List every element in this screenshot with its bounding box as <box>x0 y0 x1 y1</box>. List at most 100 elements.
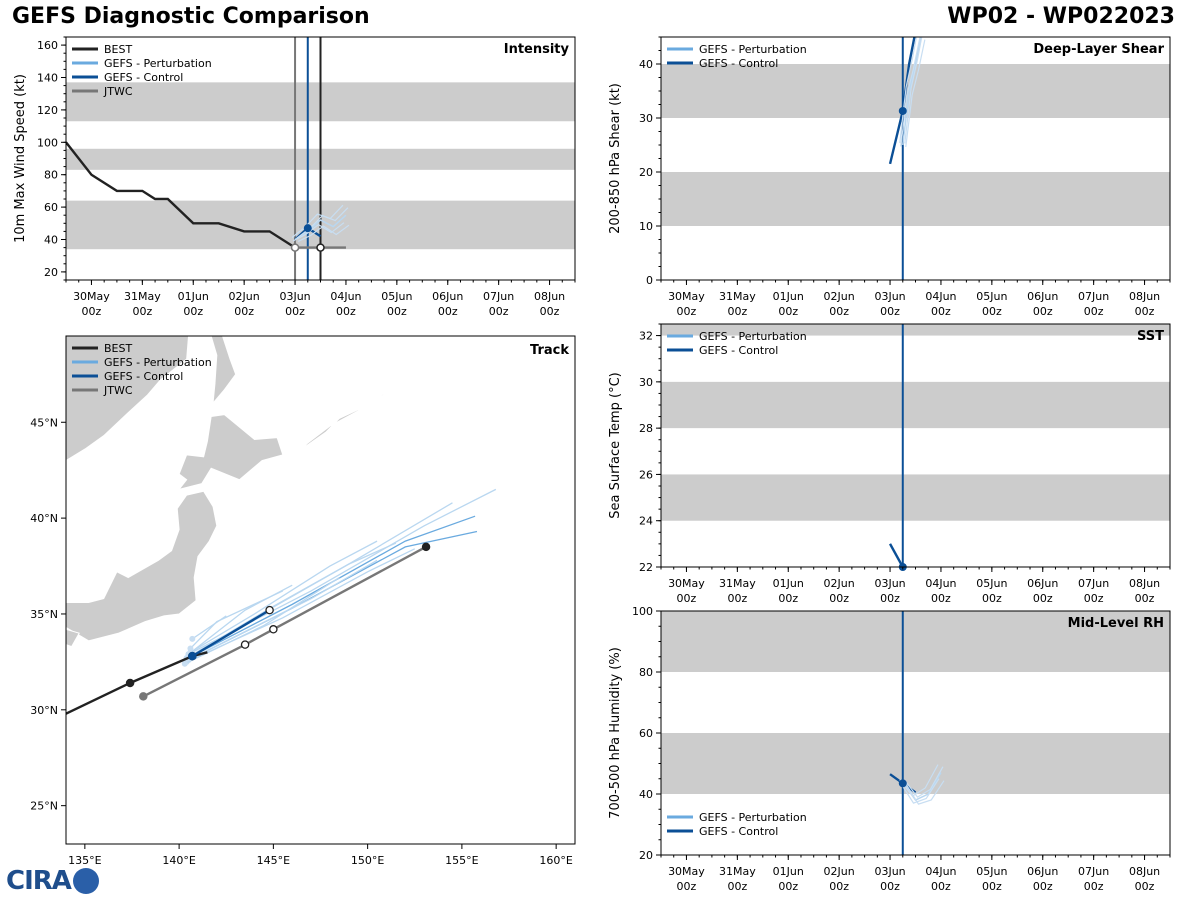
shear-xtick-label: 30May <box>668 290 705 303</box>
track-legend-perturbation: GEFS - Perturbation <box>104 356 212 369</box>
rh-xtick-label: 02Jun <box>824 865 855 878</box>
track-panel: 135°E 140°E 145°E 150°E 155°E 160°E 25°N 30°N 35… <box>30 335 576 867</box>
intensity-ytick-label: 120 <box>37 104 58 117</box>
track-marker-jtwc-2 <box>269 625 278 634</box>
track-perturbation-4 <box>186 548 416 663</box>
sst-xtick-hour: 00z <box>778 592 798 605</box>
sst-plot-area <box>661 324 1170 567</box>
intensity-series-3 <box>294 214 347 241</box>
sst-band-2 <box>661 324 1170 336</box>
rh-ensemble-2 <box>905 780 945 805</box>
intensity-jtwc-marker-0 <box>290 243 300 252</box>
intensity-xtick-hour: 00z <box>132 305 152 318</box>
rh-xtick-label: 01Jun <box>773 865 804 878</box>
shear-xtick-hour: 00z <box>880 305 900 318</box>
rh-band-0 <box>661 733 1170 794</box>
intensity-ytick-label: 160 <box>37 39 58 52</box>
shear-xtick-label: 01Jun <box>773 290 804 303</box>
track-line-gefs-control <box>191 609 271 658</box>
rh-ytick-label: 80 <box>639 666 653 679</box>
intensity-ensemble-0 <box>292 222 345 242</box>
sst-ytick-label: 28 <box>639 422 653 435</box>
intensity-ensemble-3 <box>291 204 344 238</box>
shear-plot-area <box>661 37 1170 280</box>
shear-ylabel: 200-850 hPa Shear (kt) <box>608 83 623 234</box>
track-ytick-label: 40°N <box>30 512 58 525</box>
track-title: Track <box>530 343 569 358</box>
shear-xtick-hour: 00z <box>778 305 798 318</box>
intensity-ytick-label: 80 <box>44 169 58 182</box>
intensity-panel: 20 40 60 80 100 120 140 160 30May 00z 31May 00z 01Ju… <box>13 36 576 318</box>
rh-plot-area <box>661 611 1170 855</box>
track-marker-jtwc-3 <box>421 542 431 552</box>
sst-xtick-hour: 00z <box>829 592 849 605</box>
intensity-xtick-hour: 00z <box>234 305 254 318</box>
sst-band-0 <box>661 474 1170 521</box>
sst-legend-control: GEFS - Control <box>699 344 778 357</box>
shear-band-1 <box>661 64 1170 118</box>
rh-ytick-label: 20 <box>639 849 653 862</box>
sst-xtick-hour: 00z <box>880 592 900 605</box>
rh-xtick-hour: 00z <box>829 880 849 893</box>
storm-id-title: WP02 - WP022023 <box>947 4 1175 29</box>
rh-xtick-label: 06Jun <box>1027 865 1058 878</box>
intensity-ensemble-2 <box>297 224 350 243</box>
intensity-xtick-label: 04Jun <box>330 290 361 303</box>
shear-ensemble-2 <box>905 39 926 148</box>
rh-title: Mid-Level RH <box>1068 616 1164 631</box>
rh-ytick-label: 60 <box>639 727 653 740</box>
track-legend-jtwc: JTWC <box>103 384 133 397</box>
track-map-area <box>66 336 497 715</box>
intensity-xtick-label: 08Jun <box>534 290 565 303</box>
shear-xtick-label: 08Jun <box>1129 290 1160 303</box>
shear-xtick-hour: 00z <box>727 305 747 318</box>
land-hokkaido <box>177 414 284 491</box>
sst-xtick-hour: 00z <box>677 592 697 605</box>
shear-ytick-label: 40 <box>639 58 653 71</box>
rh-ensemble-1 <box>904 766 944 798</box>
track-perturbation-10 <box>184 576 340 665</box>
intensity-xtick-label: 31May <box>124 290 161 303</box>
intensity-control-marker <box>303 224 312 233</box>
sst-frame <box>660 323 1171 568</box>
rh-xtick-hour: 00z <box>677 880 697 893</box>
track-xtick-label: 150°E <box>351 854 384 867</box>
intensity-title: Intensity <box>504 42 570 57</box>
rh-xtick-hour: 00z <box>931 880 951 893</box>
rh-legend-perturbation: GEFS - Perturbation <box>699 811 807 824</box>
sst-xtick-hour: 00z <box>727 592 747 605</box>
track-perturbation-start-8 <box>187 645 194 652</box>
rh-xtick-label: 03Jun <box>874 865 905 878</box>
shear-panel: 0 10 20 30 40 30May 00z 31May 00z 01Jun 00z 02Jun 00… <box>608 36 1171 318</box>
intensity-legend-control: GEFS - Control <box>104 71 183 84</box>
intensity-ytick-label: 20 <box>44 266 58 279</box>
track-marker-gefs-control-1 <box>265 605 274 615</box>
land-kurils <box>301 385 397 450</box>
rh-xtick-label: 05Jun <box>976 865 1007 878</box>
sst-xtick-label: 04Jun <box>925 577 956 590</box>
intensity-xtick-label: 01Jun <box>178 290 209 303</box>
rh-band-1 <box>661 611 1170 672</box>
rh-xtick-label: 04Jun <box>925 865 956 878</box>
track-perturbation-11 <box>191 615 227 640</box>
shear-xtick-hour: 00z <box>1033 305 1053 318</box>
intensity-ylabel: 10m Max Wind Speed (kt) <box>13 74 28 243</box>
sst-xtick-label: 30May <box>668 577 705 590</box>
sst-ylabel: Sea Surface Temp (°C) <box>608 372 623 519</box>
sst-xtick-hour: 00z <box>1084 592 1104 605</box>
sst-ytick-label: 22 <box>639 561 653 574</box>
track-ytick-label: 35°N <box>30 608 58 621</box>
rh-ytick-label: 100 <box>632 605 653 618</box>
sst-panel: 22 24 26 28 30 32 30May 00z 31May 00z 01Jun 00z 02Ju… <box>608 323 1171 605</box>
intensity-legend-perturbation: GEFS - Perturbation <box>104 57 212 70</box>
rh-xtick-label: 07Jun <box>1078 865 1109 878</box>
intensity-xtick-label: 07Jun <box>483 290 514 303</box>
intensity-xtick-hour: 00z <box>336 305 356 318</box>
shear-ytick-label: 20 <box>639 166 653 179</box>
shear-ytick-label: 10 <box>639 220 653 233</box>
intensity-ytick-label: 100 <box>37 136 58 149</box>
track-xtick-label: 140°E <box>162 854 195 867</box>
track-perturbation-0 <box>188 515 476 659</box>
globe-icon <box>72 868 99 894</box>
